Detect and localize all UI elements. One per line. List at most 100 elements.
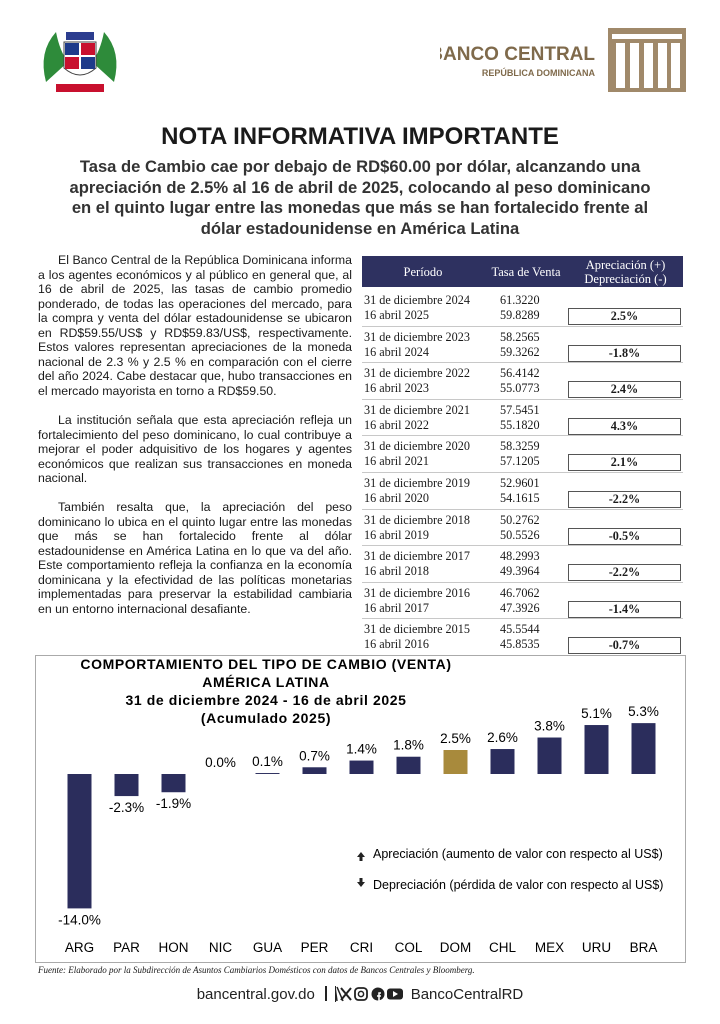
period-end: 16 abril 2020 bbox=[364, 491, 429, 505]
chart-frame: COMPORTAMIENTO DEL TIPO DE CAMBIO (VENTA… bbox=[35, 655, 686, 963]
x-tick-label: NIC bbox=[209, 940, 233, 955]
rate-end: 49.3964 bbox=[500, 564, 540, 579]
period-end: 16 abril 2024 bbox=[364, 344, 429, 359]
rate-start: 46.7062 bbox=[500, 585, 540, 600]
change: -2.2% bbox=[568, 564, 681, 582]
period-start: 31 de diciembre 2020 bbox=[364, 439, 470, 454]
coat-of-arms bbox=[43, 32, 117, 92]
x-tick-label: URU bbox=[582, 940, 611, 955]
change: -0.5% bbox=[568, 527, 681, 545]
legend-label: Depreciación (pérdida de valor con respe… bbox=[373, 878, 663, 892]
bar bbox=[255, 773, 280, 774]
website: bancentral.gov.do bbox=[196, 986, 315, 1003]
rate-start: 58.3259 bbox=[500, 439, 540, 454]
chart-subtitle: 31 de diciembre 2024 - 16 de abril 2025 bbox=[126, 692, 407, 708]
up-arrow-icon bbox=[357, 852, 365, 861]
paragraph: La institución señala que esta apreciaci… bbox=[38, 412, 352, 486]
period-start: 31 de diciembre 2021 bbox=[364, 402, 470, 417]
value-label: 5.3% bbox=[628, 704, 659, 719]
rate-start: 56.4142 bbox=[500, 366, 540, 381]
change: -1.4% bbox=[568, 600, 681, 618]
bar bbox=[67, 774, 92, 909]
rate-end: 55.0773 bbox=[500, 381, 540, 396]
column-header: Período bbox=[362, 256, 484, 287]
value-label: 0.1% bbox=[252, 754, 283, 769]
x-tick-label: PAR bbox=[113, 940, 140, 955]
period-end: 16 abril 2021 bbox=[364, 454, 429, 469]
period-start: 31 de diciembre 2015 bbox=[364, 622, 470, 637]
column-header: Apreciación (+) Depreciación (-) bbox=[568, 256, 683, 287]
rate-end: 55.1820 bbox=[500, 417, 540, 432]
table-row: 31 de diciembre 2024 61.3220 16 abril 2025… bbox=[362, 289, 683, 327]
rate-end: 50.5526 bbox=[500, 527, 540, 542]
body-text: El Banco Central de la República Dominic… bbox=[38, 253, 352, 631]
change: -1.8% bbox=[568, 344, 681, 362]
bar bbox=[302, 767, 327, 774]
change: 2.4% bbox=[568, 381, 681, 399]
rate-end: 54.1615 bbox=[500, 491, 540, 505]
table-row: 31 de diciembre 2019 52.9601 16 abril 2020… bbox=[362, 472, 683, 510]
change: -2.2% bbox=[568, 491, 681, 508]
value-label: 3.8% bbox=[534, 719, 565, 734]
bar bbox=[584, 725, 609, 774]
rates-table: Período Tasa de Venta Apreciación (+) De… bbox=[362, 256, 683, 656]
table-row: 31 de diciembre 2016 46.7062 16 abril 2017… bbox=[362, 582, 683, 620]
legend-label: Apreciación (aumento de valor con respec… bbox=[373, 847, 663, 861]
rate-start: 48.2993 bbox=[500, 549, 540, 564]
rate-end: 47.3926 bbox=[500, 600, 540, 615]
paragraph: El Banco Central de la República Dominic… bbox=[38, 253, 352, 398]
table-row: 31 de diciembre 2018 50.2762 16 abril 2019… bbox=[362, 509, 683, 547]
down-arrow-icon bbox=[357, 878, 365, 887]
rate-start: 61.3220 bbox=[500, 293, 540, 307]
period-start: 31 de diciembre 2017 bbox=[364, 549, 470, 564]
bar bbox=[114, 774, 139, 797]
bar bbox=[631, 723, 656, 774]
x-tick-label: DOM bbox=[440, 940, 472, 955]
x-tick-label: GUA bbox=[253, 940, 282, 955]
column-header: Tasa de Venta bbox=[484, 256, 568, 287]
social-icons bbox=[333, 986, 403, 1002]
bar bbox=[349, 760, 374, 774]
rate-start: 57.5451 bbox=[500, 402, 540, 417]
x-tick-label: MEX bbox=[535, 940, 564, 955]
rate-end: 57.1205 bbox=[500, 454, 540, 469]
period-start: 31 de diciembre 2023 bbox=[364, 329, 470, 344]
period-start: 31 de diciembre 2018 bbox=[364, 512, 470, 527]
source-note: Fuente: Elaborado por la Subdirección de… bbox=[38, 965, 475, 975]
bank-subtitle: REPÚBLICA DOMINICANA bbox=[482, 67, 596, 78]
rate-end: 45.8535 bbox=[500, 637, 540, 652]
bank-name: BANCO CENTRAL bbox=[440, 44, 595, 65]
title: NOTA INFORMATIVA IMPORTANTE bbox=[161, 123, 559, 150]
period-end: 16 abril 2016 bbox=[364, 637, 429, 652]
period-start: 31 de diciembre 2016 bbox=[364, 585, 470, 600]
value-label: 0.0% bbox=[205, 755, 236, 770]
bar bbox=[537, 737, 562, 774]
value-label: 5.1% bbox=[581, 706, 612, 721]
rate-end: 59.3262 bbox=[500, 344, 540, 359]
bar bbox=[396, 756, 421, 774]
value-label: 1.8% bbox=[393, 738, 424, 753]
chart: COMPORTAMIENTO DEL TIPO DE CAMBIO (VENTA… bbox=[58, 656, 663, 955]
x-tick-label: ARG bbox=[65, 940, 94, 955]
table-row: 31 de diciembre 2023 58.2565 16 abril 2024… bbox=[362, 326, 683, 364]
chart-subtitle: (Acumulado 2025) bbox=[201, 710, 331, 726]
table-row: 31 de diciembre 2015 45.5544 16 abril 2016… bbox=[362, 618, 683, 656]
chart-subtitle: AMÉRICA LATINA bbox=[202, 674, 329, 690]
separator bbox=[325, 986, 327, 1001]
rate-start: 50.2762 bbox=[500, 512, 540, 527]
rate-start: 45.5544 bbox=[500, 622, 540, 637]
value-label: -1.9% bbox=[156, 796, 191, 811]
period-end: 16 abril 2019 bbox=[364, 527, 429, 542]
period-end: 16 abril 2017 bbox=[364, 600, 429, 615]
value-label: 2.6% bbox=[487, 730, 518, 745]
table-row: 31 de diciembre 2020 58.3259 16 abril 2021… bbox=[362, 435, 683, 473]
bar bbox=[490, 749, 515, 774]
value-label: -2.3% bbox=[109, 800, 144, 815]
period-end: 16 abril 2018 bbox=[364, 564, 429, 579]
value-label: 2.5% bbox=[440, 731, 471, 746]
change: -0.7% bbox=[568, 637, 681, 655]
x-tick-label: PER bbox=[301, 940, 329, 955]
x-tick-label: CHL bbox=[489, 940, 516, 955]
bank-logo: BANCO CENTRAL REPÚBLICA DOMINICANA bbox=[440, 28, 686, 92]
